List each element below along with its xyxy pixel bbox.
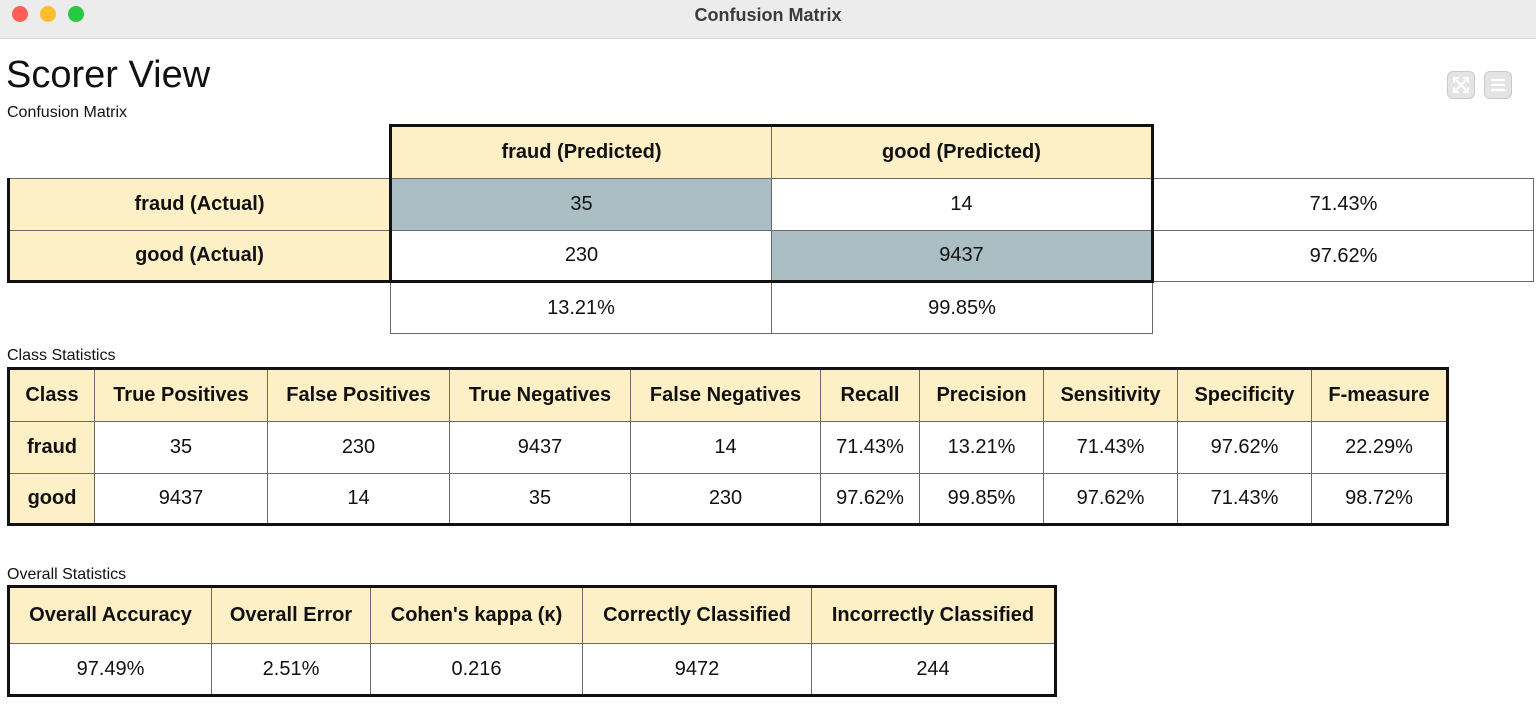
table-cell: 13.21%	[919, 421, 1044, 474]
overall-statistics-table: Overall Accuracy Overall Error Cohen's k…	[7, 585, 1057, 697]
table-cell: 14	[630, 421, 821, 474]
class-statistics-label: Class Statistics	[7, 347, 116, 364]
column-header: Cohen's kappa (κ)	[370, 585, 583, 644]
column-header: Recall	[820, 367, 920, 422]
matrix-row-fraud: fraud (Actual) 35 14 71.43%	[7, 178, 1534, 231]
page-title: Scorer View	[6, 54, 211, 96]
table-cell: 14	[267, 473, 450, 526]
table-cell: 98.72%	[1311, 473, 1449, 526]
row-rate-cell: 97.62%	[1152, 230, 1534, 282]
overall-stats-header-row: Overall Accuracy Overall Error Cohen's k…	[7, 585, 1057, 644]
incorrectly-classified-value: 244	[811, 643, 1057, 697]
fullscreen-icon	[1453, 77, 1469, 93]
predicted-header-fraud: fraud (Predicted)	[389, 124, 772, 179]
matrix-cell: 230	[389, 230, 772, 283]
table-cell: 71.43%	[820, 421, 920, 474]
actual-label-fraud: fraud (Actual)	[7, 178, 391, 231]
table-cell: 99.85%	[919, 473, 1044, 526]
maximize-window-button[interactable]	[68, 6, 84, 22]
column-header: True Positives	[94, 367, 268, 422]
column-header: Correctly Classified	[582, 585, 812, 644]
column-header: Specificity	[1177, 367, 1312, 422]
column-header: False Positives	[267, 367, 450, 422]
table-cell: 71.43%	[1043, 421, 1178, 474]
table-row: fraud 35 230 9437 14 71.43% 13.21% 71.43…	[7, 421, 1449, 474]
column-header: Incorrectly Classified	[811, 585, 1057, 644]
confusion-matrix-table: fraud (Predicted) good (Predicted) fraud…	[7, 124, 1534, 334]
page-subtitle: Confusion Matrix	[7, 104, 128, 121]
minimize-window-button[interactable]	[40, 6, 56, 22]
class-label-fraud: fraud	[7, 421, 95, 474]
row-rate-cell: 71.43%	[1152, 178, 1534, 231]
column-header: Precision	[919, 367, 1044, 422]
class-label-good: good	[7, 473, 95, 526]
column-rate-cell: 13.21%	[390, 281, 772, 334]
matrix-row-good: good (Actual) 230 9437 97.62%	[7, 230, 1534, 283]
actual-label-good: good (Actual)	[7, 230, 391, 283]
table-cell: 35	[449, 473, 631, 526]
fullscreen-button[interactable]	[1447, 71, 1475, 99]
table-row: good 9437 14 35 230 97.62% 99.85% 97.62%…	[7, 473, 1449, 526]
column-header: F-measure	[1311, 367, 1449, 422]
overall-statistics-label: Overall Statistics	[7, 566, 127, 583]
window-title: Confusion Matrix	[694, 5, 842, 25]
column-header: Overall Error	[211, 585, 371, 644]
column-header: Overall Accuracy	[7, 585, 212, 644]
column-header: Sensitivity	[1043, 367, 1178, 422]
matrix-cell: 35	[389, 178, 772, 231]
column-header: False Negatives	[630, 367, 821, 422]
class-stats-header-row: Class True Positives False Positives Tru…	[7, 367, 1449, 422]
table-cell: 97.62%	[820, 473, 920, 526]
column-rate-cell: 99.85%	[771, 281, 1153, 334]
class-statistics-table: Class True Positives False Positives Tru…	[7, 367, 1449, 526]
table-cell: 9437	[449, 421, 631, 474]
overall-error-value: 2.51%	[211, 643, 371, 697]
matrix-cell: 14	[771, 178, 1154, 231]
table-cell: 9437	[94, 473, 268, 526]
table-cell: 35	[94, 421, 268, 474]
column-header: True Negatives	[449, 367, 631, 422]
column-header: Class	[7, 367, 95, 422]
cohens-kappa-value: 0.216	[370, 643, 583, 697]
close-window-button[interactable]	[12, 6, 28, 22]
table-cell: 230	[630, 473, 821, 526]
table-cell: 71.43%	[1177, 473, 1312, 526]
menu-icon	[1490, 78, 1506, 92]
correctly-classified-value: 9472	[582, 643, 812, 697]
matrix-cell: 9437	[771, 230, 1154, 283]
menu-button[interactable]	[1484, 71, 1512, 99]
table-cell: 22.29%	[1311, 421, 1449, 474]
overall-accuracy-value: 97.49%	[7, 643, 212, 697]
table-cell: 97.62%	[1043, 473, 1178, 526]
table-row: 97.49% 2.51% 0.216 9472 244	[7, 643, 1057, 697]
table-cell: 230	[267, 421, 450, 474]
predicted-header-good: good (Predicted)	[771, 124, 1154, 179]
window-titlebar: Confusion Matrix	[0, 0, 1536, 39]
table-cell: 97.62%	[1177, 421, 1312, 474]
